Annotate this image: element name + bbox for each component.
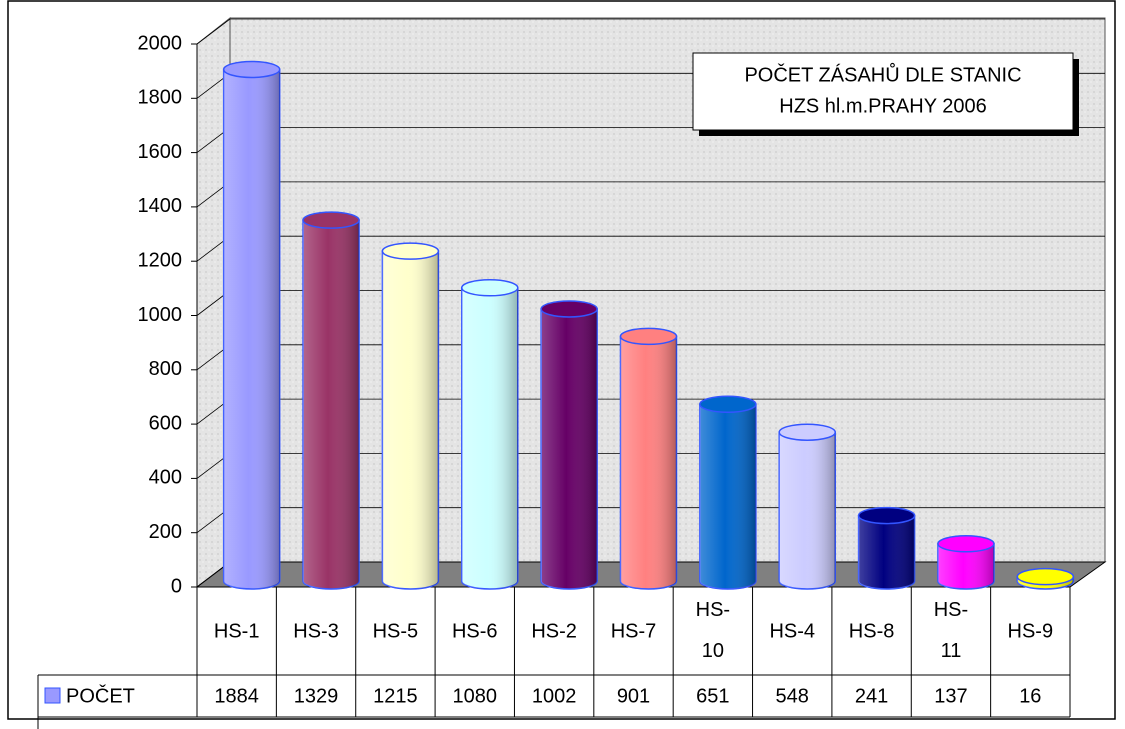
bar-top <box>381 242 440 260</box>
chart-subtitle: HZS hl.m.PRAHY 2006 <box>779 95 987 117</box>
table-value: 137 <box>934 685 967 707</box>
x-tick-label: HS-4 <box>769 620 815 642</box>
x-tick-label: HS-7 <box>611 620 657 642</box>
bar-top <box>619 327 678 346</box>
bar-top <box>937 535 995 553</box>
x-tick-label: HS-9 <box>1008 620 1054 642</box>
x-tick-label: HS-5 <box>373 620 419 642</box>
y-tick-label: 1400 <box>138 195 183 217</box>
bar-shade <box>382 251 439 589</box>
legend-label: POČET <box>66 684 135 707</box>
bar-top <box>1016 567 1075 586</box>
bar-shade <box>779 432 836 589</box>
y-tick-label: 400 <box>149 467 182 489</box>
bar-top <box>540 300 598 318</box>
y-tick-label: 800 <box>149 358 182 380</box>
table-value: 241 <box>855 685 888 707</box>
y-tick-label: 600 <box>149 412 182 434</box>
x-tick-label: HS-8 <box>849 620 895 642</box>
bar-shade <box>303 220 360 589</box>
chart-border <box>7 0 1116 720</box>
y-tick-label: 1800 <box>138 87 183 109</box>
x-tick-label: HS-2 <box>531 620 577 642</box>
x-tick-label: HS-11 <box>934 599 968 662</box>
bar-top <box>857 506 916 525</box>
x-tick-label: HS-6 <box>452 620 498 642</box>
bar-shade <box>541 308 598 589</box>
bar-top <box>461 279 519 297</box>
y-tick-label: 200 <box>149 521 182 543</box>
bar-shade <box>620 336 677 589</box>
bar-shade <box>699 404 756 589</box>
table-value: 1215 <box>373 685 418 707</box>
x-tick-label: HS-10 <box>696 599 730 662</box>
table-value: 1329 <box>294 685 339 707</box>
bar-shade <box>223 69 280 589</box>
grid-line <box>196 18 231 45</box>
y-tick-label: 1000 <box>138 304 183 326</box>
bar-top <box>699 395 757 414</box>
bar-shade <box>858 515 915 589</box>
bar-top <box>302 211 360 229</box>
x-tick-label: HS-1 <box>214 620 260 642</box>
y-tick-label: 2000 <box>138 32 183 54</box>
bar-shade <box>937 543 994 589</box>
table-value: 548 <box>776 685 809 707</box>
chart-title: POČET ZÁSAHŮ DLE STANIC <box>744 62 1021 86</box>
table-value: 1002 <box>532 685 577 707</box>
y-tick-label: 1600 <box>138 141 183 163</box>
bar-top <box>778 423 836 441</box>
table-value: 1884 <box>214 685 259 707</box>
x-tick-label: HS-3 <box>293 620 339 642</box>
table-value: 651 <box>696 685 729 707</box>
y-tick-label: 1200 <box>138 249 183 271</box>
table-value: 1080 <box>453 685 498 707</box>
bar-shade <box>461 287 518 589</box>
table-value: 901 <box>617 685 650 707</box>
bar-top <box>222 60 281 79</box>
legend-key <box>44 687 61 704</box>
y-tick-label: 0 <box>171 575 182 597</box>
title-box <box>692 52 1074 131</box>
table-value: 16 <box>1019 685 1041 707</box>
